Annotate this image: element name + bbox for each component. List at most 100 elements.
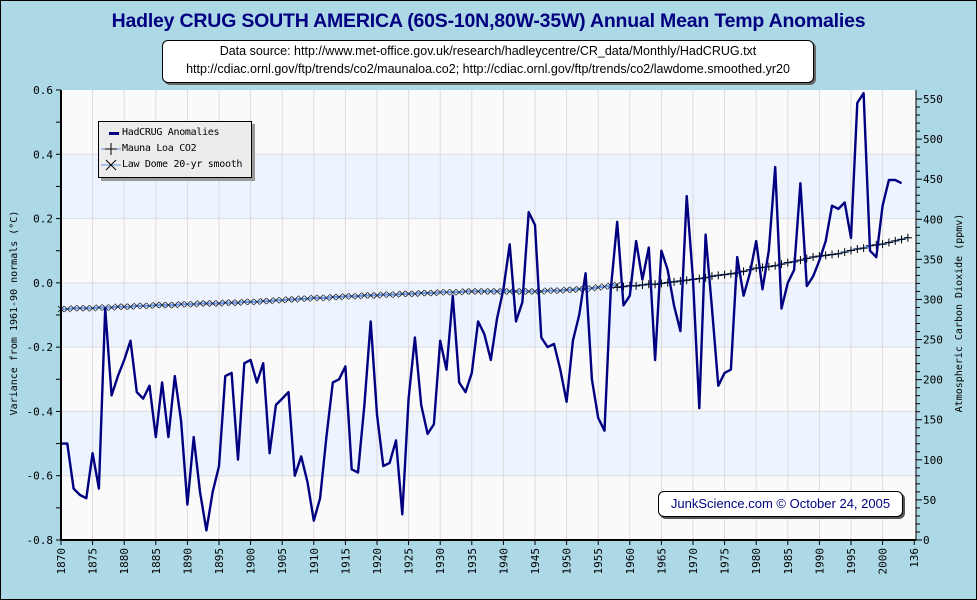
- law-dome-marker: [474, 288, 482, 295]
- chart-title: Hadley CRUG SOUTH AMERICA (60S-10N,80W-3…: [111, 10, 866, 32]
- law-dome-marker: [165, 301, 172, 309]
- y2-axis-label: Atmospheric Carbon Dioxide (ppmv): [954, 214, 965, 413]
- law-dome-marker: [449, 288, 457, 296]
- x-tick-label: 1995: [845, 548, 858, 575]
- law-dome-marker: [171, 301, 179, 309]
- y2-tick-label: 400: [923, 213, 943, 226]
- legend-label: Law Dome 20-yr smooth: [122, 159, 243, 170]
- law-dome-marker: [323, 294, 330, 302]
- law-dome-marker: [462, 288, 469, 295]
- law-dome-marker: [493, 288, 501, 295]
- law-dome-marker: [405, 290, 412, 298]
- y2-tick-label: 150: [923, 414, 943, 427]
- law-dome-marker: [152, 301, 160, 309]
- law-dome-marker: [184, 300, 191, 308]
- law-dome-marker: [386, 291, 393, 298]
- mauna-loa-marker: [783, 258, 792, 267]
- y2-tick-label: 300: [923, 293, 943, 306]
- law-dome-marker: [291, 296, 299, 303]
- law-dome-marker: [430, 289, 438, 297]
- x-tick-label: 1925: [403, 548, 416, 575]
- mauna-loa-marker: [651, 280, 660, 289]
- y-tick-label: 0.2: [33, 213, 53, 226]
- x-tick-label: 1930: [434, 548, 447, 575]
- y2-tick-label: 350: [923, 253, 943, 266]
- mauna-loa-marker: [897, 235, 906, 244]
- mauna-loa-marker: [695, 274, 704, 283]
- x-tick-label: 1905: [276, 548, 289, 575]
- x-tick-label: 1875: [87, 548, 100, 575]
- y-tick-label: -0.8: [27, 534, 54, 547]
- y-tick-label: -0.2: [27, 341, 54, 354]
- mauna-loa-marker: [878, 240, 887, 249]
- y-tick-label: 0.4: [33, 148, 53, 161]
- legend-item-hadcrug: HadCRUG Anomalies: [101, 125, 220, 141]
- law-dome-marker: [209, 300, 216, 307]
- law-dome-marker: [139, 302, 147, 310]
- mauna-loa-marker: [739, 267, 748, 276]
- axes: 1870 1875 1880 1885 1890 1895 1900 1905 1910 1915…: [27, 84, 943, 575]
- x-tick-label: 1915: [339, 548, 352, 575]
- law-dome-marker: [240, 298, 248, 306]
- x-tick-label: 1955: [592, 548, 605, 575]
- grid-band: [61, 411, 916, 476]
- legend-label: Mauna Loa CO2: [122, 143, 197, 154]
- mauna-loa-marker: [670, 277, 679, 286]
- y2-tick-label: 550: [923, 93, 943, 106]
- law-dome-marker: [531, 288, 539, 295]
- copyright-footer: JunkScience.com © October 24, 2005: [658, 491, 903, 517]
- law-dome-marker: [120, 303, 128, 310]
- line-swatch-icon: [101, 125, 121, 141]
- law-dome-marker: [234, 299, 242, 306]
- law-dome-marker: [335, 293, 343, 301]
- law-dome-marker: [569, 286, 577, 294]
- law-dome-marker: [203, 300, 210, 307]
- law-dome-marker: [354, 292, 362, 300]
- data-source-line-1: Data source: http://www.met-office.gov.u…: [219, 44, 757, 58]
- x-tick-label: 1920: [371, 548, 384, 575]
- x-tick-label: 1970: [687, 548, 700, 575]
- law-dome-marker: [525, 288, 532, 295]
- mauna-loa-marker: [638, 281, 647, 290]
- mauna-loa-marker: [891, 236, 900, 245]
- law-dome-marker: [272, 296, 280, 304]
- law-dome-marker: [316, 294, 324, 302]
- y2-tick-label: 0: [923, 534, 930, 547]
- law-dome-marker: [190, 300, 198, 308]
- law-dome-marker: [455, 288, 463, 296]
- x-tick-label: 1985: [782, 548, 795, 575]
- law-dome-marker: [82, 304, 90, 312]
- x-tick-label: 1935: [466, 548, 479, 575]
- law-dome-marker: [594, 284, 602, 291]
- mauna-loa-marker: [840, 248, 849, 257]
- law-dome-marker: [550, 287, 558, 294]
- law-dome-marker: [304, 295, 311, 302]
- y-tick-label: -0.4: [27, 405, 54, 418]
- law-dome-marker: [342, 292, 349, 300]
- y2-tick-label: 100: [923, 454, 943, 467]
- mauna-loa-marker: [632, 281, 641, 290]
- x-tick-label: 1880: [118, 548, 131, 575]
- mauna-loa-marker: [682, 276, 691, 285]
- x-tick-label: 2000: [877, 548, 890, 575]
- law-dome-marker: [215, 300, 223, 307]
- y2-tick-label: 450: [923, 173, 943, 186]
- law-dome-marker: [487, 288, 495, 295]
- mauna-loa-marker: [821, 251, 830, 260]
- law-dome-marker: [367, 292, 374, 299]
- x-tick-label: 1990: [813, 548, 826, 575]
- data-source-box: Data source: http://www.met-office.gov.u…: [162, 40, 814, 83]
- y-tick-label: 0.0: [33, 277, 53, 290]
- law-dome-marker: [588, 284, 596, 292]
- co2-series: [57, 233, 912, 313]
- x-tick-label: 1960: [624, 548, 637, 575]
- law-dome-marker: [424, 289, 431, 297]
- x-tick-label: 1940: [497, 548, 510, 575]
- law-dome-marker: [177, 300, 185, 308]
- law-dome-marker: [348, 292, 356, 300]
- law-dome-marker: [127, 303, 134, 310]
- law-dome-marker: [158, 301, 166, 309]
- y-tick-label: 0.6: [33, 84, 53, 97]
- law-dome-marker: [398, 290, 406, 298]
- legend-label: HadCRUG Anomalies: [122, 127, 220, 138]
